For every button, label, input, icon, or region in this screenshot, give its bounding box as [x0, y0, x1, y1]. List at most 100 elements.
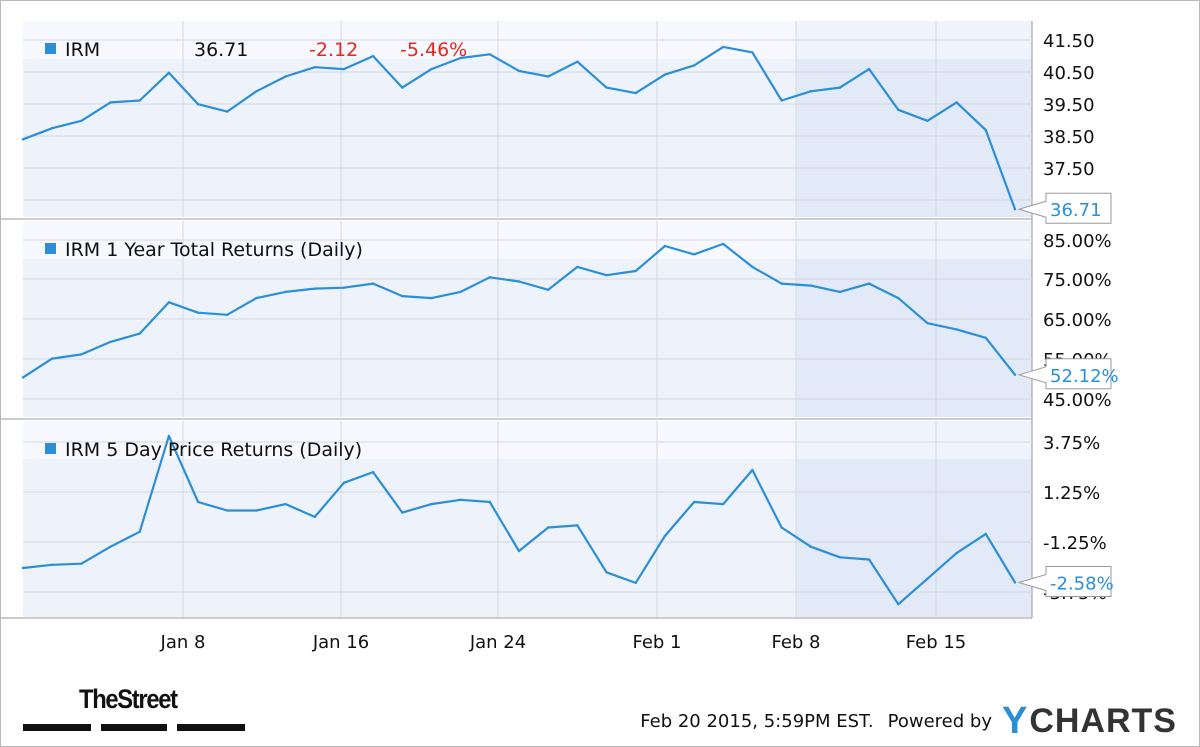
data-point — [751, 51, 754, 54]
data-point — [371, 470, 375, 474]
data-point — [663, 534, 667, 538]
data-point — [692, 253, 696, 256]
y-tick-label: 1.25% — [1043, 483, 1100, 504]
data-point — [430, 502, 433, 506]
data-point — [51, 127, 54, 130]
data-point — [1013, 208, 1017, 211]
data-point — [576, 60, 579, 63]
data-point — [955, 101, 958, 104]
data-point — [342, 481, 346, 484]
data-point — [167, 434, 171, 438]
data-point — [401, 294, 404, 298]
data-point — [722, 502, 725, 506]
data-point — [313, 515, 316, 519]
legend-swatch — [45, 443, 56, 454]
data-point — [955, 551, 958, 555]
data-point — [897, 296, 900, 300]
x-tick-label: Feb 1 — [632, 632, 681, 653]
last-value-label: 52.12% — [1050, 366, 1119, 387]
data-point — [634, 91, 637, 95]
legend: IRM 5 Day Price Returns (Daily) — [45, 439, 362, 461]
data-point — [488, 53, 491, 56]
shaded-region — [796, 421, 1032, 617]
y-tick-label: 39.50 — [1043, 95, 1095, 116]
callout-box — [1017, 358, 1112, 390]
data-point — [51, 563, 54, 566]
data-point — [401, 86, 404, 89]
data-point — [692, 500, 696, 504]
last-value-callout: 36.71 — [1017, 192, 1112, 224]
data-point — [838, 86, 842, 89]
data-point — [196, 311, 200, 314]
data-point — [80, 353, 83, 356]
data-point — [21, 566, 25, 570]
data-point — [196, 103, 200, 106]
data-point — [984, 128, 987, 132]
y-tick-label: 40.50 — [1043, 63, 1095, 84]
data-point — [634, 581, 637, 585]
data-point — [138, 332, 141, 335]
data-point — [255, 90, 258, 93]
x-tick-label: Jan 16 — [312, 632, 369, 653]
data-point — [751, 468, 754, 472]
y-tick-label: -1.25% — [1043, 533, 1107, 554]
data-point — [576, 524, 579, 527]
last-value-label: -2.58% — [1050, 573, 1114, 594]
x-tick-label: Jan 24 — [469, 632, 526, 653]
data-point — [517, 549, 521, 553]
data-point — [109, 545, 112, 548]
data-point — [547, 75, 550, 78]
y-tick-label: 38.50 — [1043, 127, 1095, 148]
data-point — [634, 269, 637, 273]
data-point — [605, 86, 608, 89]
data-point — [780, 99, 783, 102]
data-point — [313, 66, 316, 69]
callout-box — [1017, 192, 1112, 224]
price-change: -2.12 — [309, 39, 358, 61]
thestreet-wordmark: TheStreet — [79, 684, 178, 714]
legend-swatch — [45, 43, 56, 54]
data-point — [459, 56, 462, 60]
y-tick-label: 41.50 — [1043, 31, 1095, 52]
data-point — [897, 108, 900, 112]
legend-title: IRM 1 Year Total Returns (Daily) — [65, 239, 363, 261]
y-tick-label: 85.00% — [1043, 231, 1112, 252]
footer-attribution: Feb 20 2015, 5:59PM EST. Powered by Y CH… — [640, 700, 1177, 743]
shaded-region — [796, 21, 1032, 217]
data-point — [926, 119, 929, 123]
ycharts-logo[interactable]: Y CHARTS — [1002, 700, 1177, 743]
data-point — [284, 502, 287, 506]
data-point — [576, 265, 579, 269]
timestamp: Feb 20 2015, 5:59PM EST. — [640, 710, 874, 732]
data-point — [255, 296, 258, 300]
data-point — [167, 301, 171, 304]
data-point — [1013, 581, 1017, 584]
data-point — [371, 282, 375, 285]
y-tick-label: 37.50 — [1043, 159, 1095, 180]
thestreet-logo: TheStreet — [23, 684, 245, 734]
data-point — [80, 562, 83, 565]
data-point — [663, 73, 667, 76]
data-point — [867, 558, 871, 561]
callout-box — [1017, 565, 1112, 597]
price-value: 36.71 — [194, 39, 248, 61]
data-point — [605, 274, 608, 277]
logo-bar — [177, 724, 245, 731]
data-point — [547, 288, 550, 291]
data-point — [401, 511, 404, 514]
data-point — [926, 322, 929, 325]
data-point — [838, 290, 842, 294]
y-tick-label: 3.75% — [1043, 433, 1100, 454]
data-point — [138, 530, 141, 533]
ycharts-logo-text: CHARTS — [1029, 701, 1177, 740]
x-tick-label: Feb 8 — [771, 632, 820, 653]
data-point — [984, 336, 987, 339]
data-point — [226, 110, 229, 113]
data-point — [284, 75, 287, 78]
x-tick-label: Feb 15 — [906, 632, 967, 653]
data-point — [517, 69, 521, 73]
data-point — [430, 67, 433, 71]
data-point — [780, 526, 783, 529]
data-point — [867, 67, 871, 71]
last-value-label: 36.71 — [1050, 200, 1102, 221]
